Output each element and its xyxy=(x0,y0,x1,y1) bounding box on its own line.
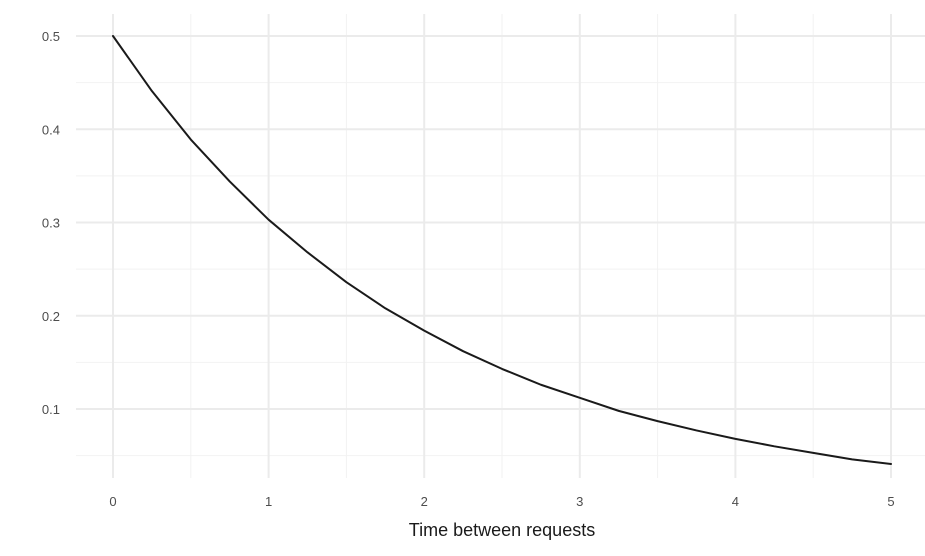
x-tick-label: 1 xyxy=(265,494,272,509)
x-tick-label: 4 xyxy=(732,494,739,509)
y-tick-label: 0.5 xyxy=(42,29,60,44)
y-tick-label: 0.1 xyxy=(42,402,60,417)
series-line xyxy=(112,35,892,466)
x-tick-label: 2 xyxy=(421,494,428,509)
x-tick-label: 0 xyxy=(109,494,116,509)
x-tick-label: 5 xyxy=(887,494,894,509)
x-tick-label: 3 xyxy=(576,494,583,509)
y-tick-label: 0.3 xyxy=(42,216,60,231)
y-tick-label: 0.4 xyxy=(42,122,60,137)
y-tick-label: 0.2 xyxy=(42,309,60,324)
x-axis-ticks: 0 1 2 3 4 5 xyxy=(109,494,894,509)
major-gridlines xyxy=(76,14,925,478)
series-layer xyxy=(112,35,892,466)
minor-gridlines xyxy=(76,14,925,478)
x-axis-title: Time between requests xyxy=(409,520,595,540)
y-axis-ticks: 0.1 0.2 0.3 0.4 0.5 xyxy=(42,29,60,417)
